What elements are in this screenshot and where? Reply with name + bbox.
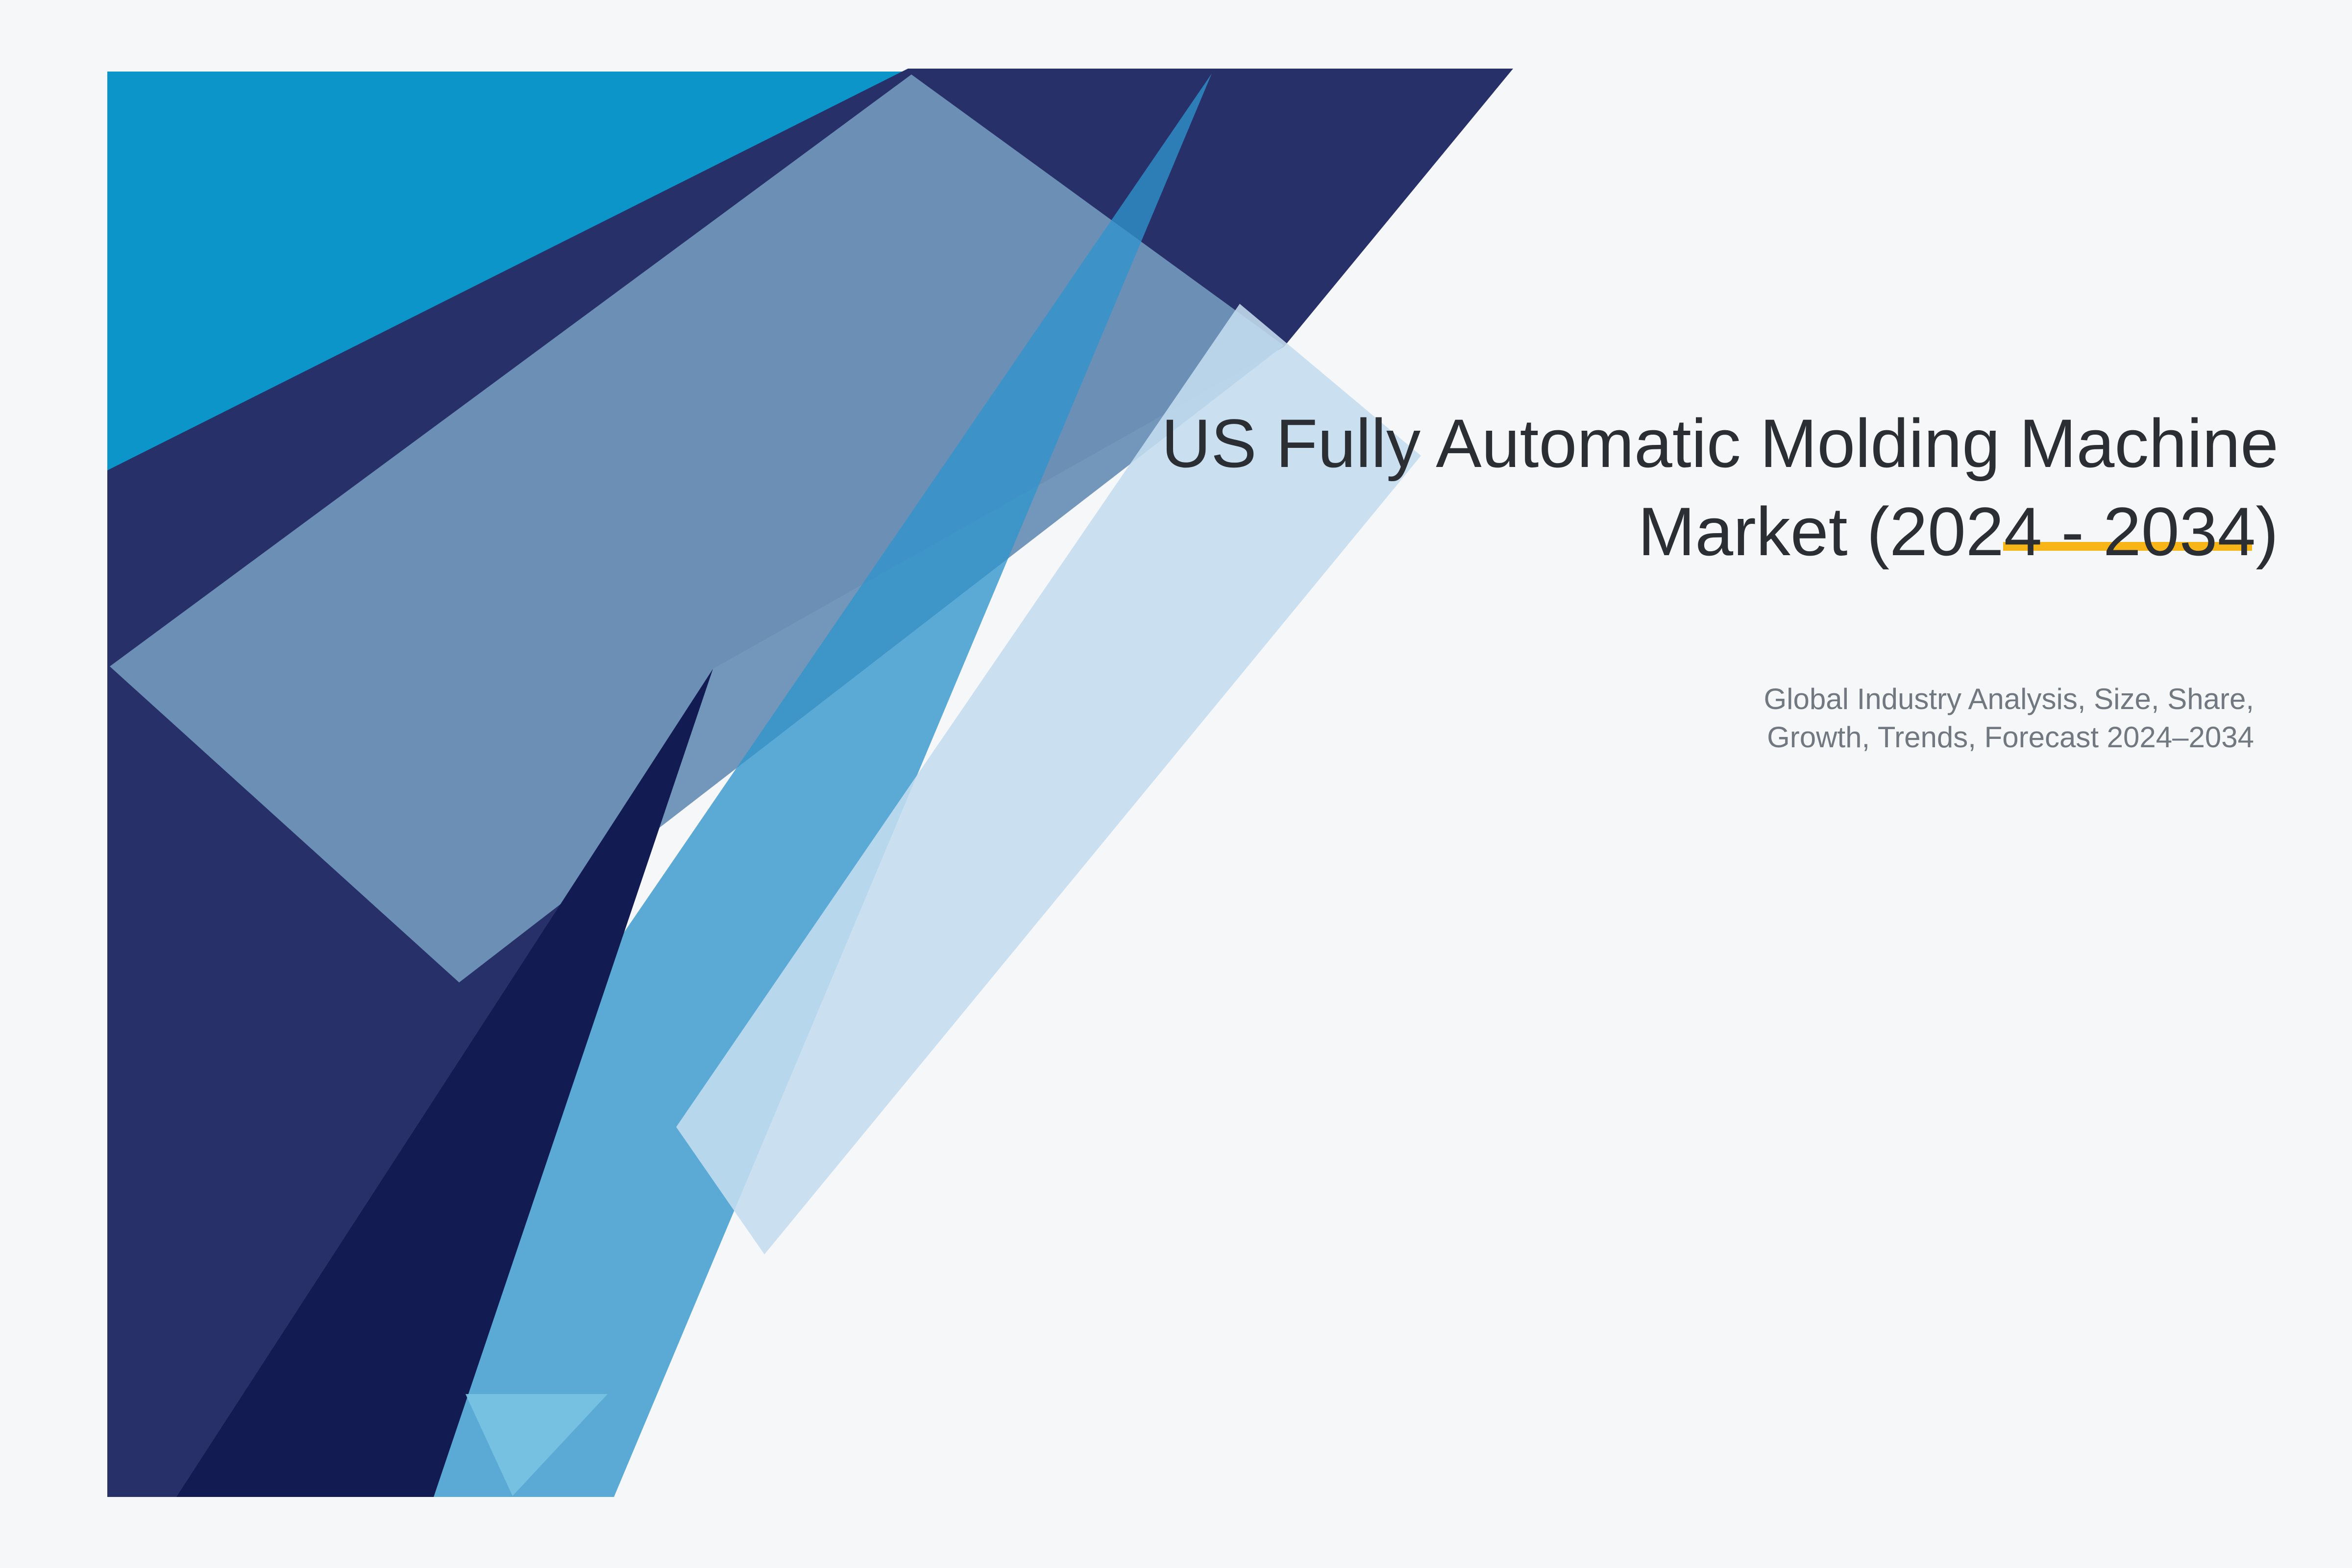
report-title-line1: US Fully Automatic Molding Machine: [1161, 405, 2278, 482]
dark-navy-spike-shape: [176, 669, 713, 1497]
report-subtitle-line1: Global Industry Analysis, Size, Share,: [1764, 683, 2254, 715]
light-blue-wedge-shape: [466, 1394, 608, 1496]
pale-blue-overlay-shape: [676, 304, 1421, 1254]
report-title-line2: Market (2024 - 2034): [1638, 493, 2278, 570]
title-underline-highlight: [2003, 542, 2252, 551]
report-subtitle: Global Industry Analysis, Size, Share, G…: [1764, 680, 2254, 757]
report-subtitle-line2: Growth, Trends, Forecast 2024–2034: [1767, 721, 2254, 754]
steel-blue-diamond-shape: [110, 74, 1284, 982]
report-title: US Fully Automatic Molding Machine Marke…: [1161, 399, 2278, 576]
